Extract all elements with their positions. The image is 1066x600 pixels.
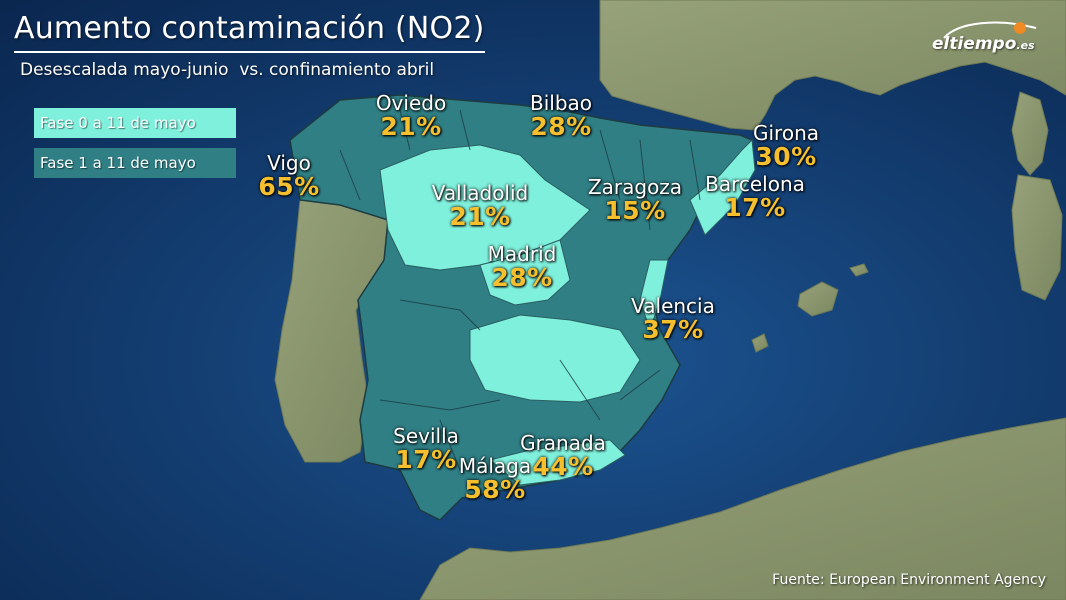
city-name: Girona [752, 121, 820, 145]
city-label-granada: Granada 44% [520, 433, 606, 480]
city-value: 15% [604, 196, 666, 225]
city-name: Oviedo [375, 91, 447, 115]
city-label-malaga: Málaga 58% [459, 456, 531, 503]
corsica [1011, 91, 1049, 176]
city-label-bilbao: Bilbao 28% [530, 93, 592, 140]
city-label-girona: Girona 30% [753, 123, 819, 170]
province-lines [339, 109, 701, 471]
city-value: 44% [532, 452, 594, 481]
city-label-valencia: Valencia 37% [631, 296, 715, 343]
city-value: 37% [642, 315, 704, 344]
map-subtitle: Desescalada mayo-junio vs. confinamiento… [20, 60, 435, 80]
city-label-zaragoza: Zaragoza 15% [588, 177, 682, 224]
menorca [849, 263, 869, 277]
madrid-region [479, 239, 571, 306]
city-name: Valencia [631, 294, 715, 318]
city-name: Málaga [458, 454, 532, 478]
cloud-sun-icon [943, 21, 1037, 39]
city-value: 30% [755, 142, 817, 171]
ibiza [751, 333, 769, 353]
city-value: 21% [449, 202, 511, 231]
city-name: Sevilla [393, 424, 459, 448]
city-name: Granada [520, 431, 606, 455]
city-name: Valladolid [431, 181, 529, 205]
source-credit: Fuente: European Environment Agency [772, 572, 1046, 588]
city-name: Zaragoza [587, 175, 683, 199]
africa-land [419, 417, 1066, 600]
city-name: Barcelona [705, 172, 805, 196]
city-value: 65% [258, 172, 320, 201]
city-value: 17% [395, 445, 457, 474]
city-label-barcelona: Barcelona 17% [705, 174, 805, 221]
city-value: 58% [464, 475, 526, 504]
city-value: 28% [530, 112, 592, 141]
map-title: Aumento contaminación (NO2) [14, 12, 485, 53]
catalonia-region [689, 138, 756, 236]
legend-item-phase-1: Fase 1 a 11 de mayo [34, 148, 236, 178]
city-value: 21% [380, 112, 442, 141]
eltiempo-logo: eltiempo.es [932, 34, 1035, 54]
phase-0-regions [379, 138, 756, 486]
logo-domain: .es [1016, 39, 1035, 52]
mallorca [797, 281, 839, 317]
city-label-madrid: Madrid 28% [488, 244, 557, 291]
granada-malaga-region [488, 439, 626, 486]
valencia-south-region [639, 259, 669, 332]
sardinia [1011, 174, 1063, 301]
legend-item-phase-0: Fase 0 a 11 de mayo [34, 108, 236, 138]
castilla-mancha-region [469, 314, 641, 403]
city-name: Madrid [487, 242, 557, 266]
city-name: Bilbao [529, 91, 593, 115]
logo-name: eltiempo [932, 34, 1017, 54]
city-label-valladolid: Valladolid 21% [432, 183, 529, 230]
city-label-vigo: Vigo 65% [258, 153, 319, 200]
city-name: Vigo [267, 151, 311, 175]
city-value: 28% [491, 263, 553, 292]
city-label-sevilla: Sevilla 17% [393, 426, 459, 473]
city-value: 17% [724, 193, 786, 222]
city-label-oviedo: Oviedo 21% [376, 93, 446, 140]
